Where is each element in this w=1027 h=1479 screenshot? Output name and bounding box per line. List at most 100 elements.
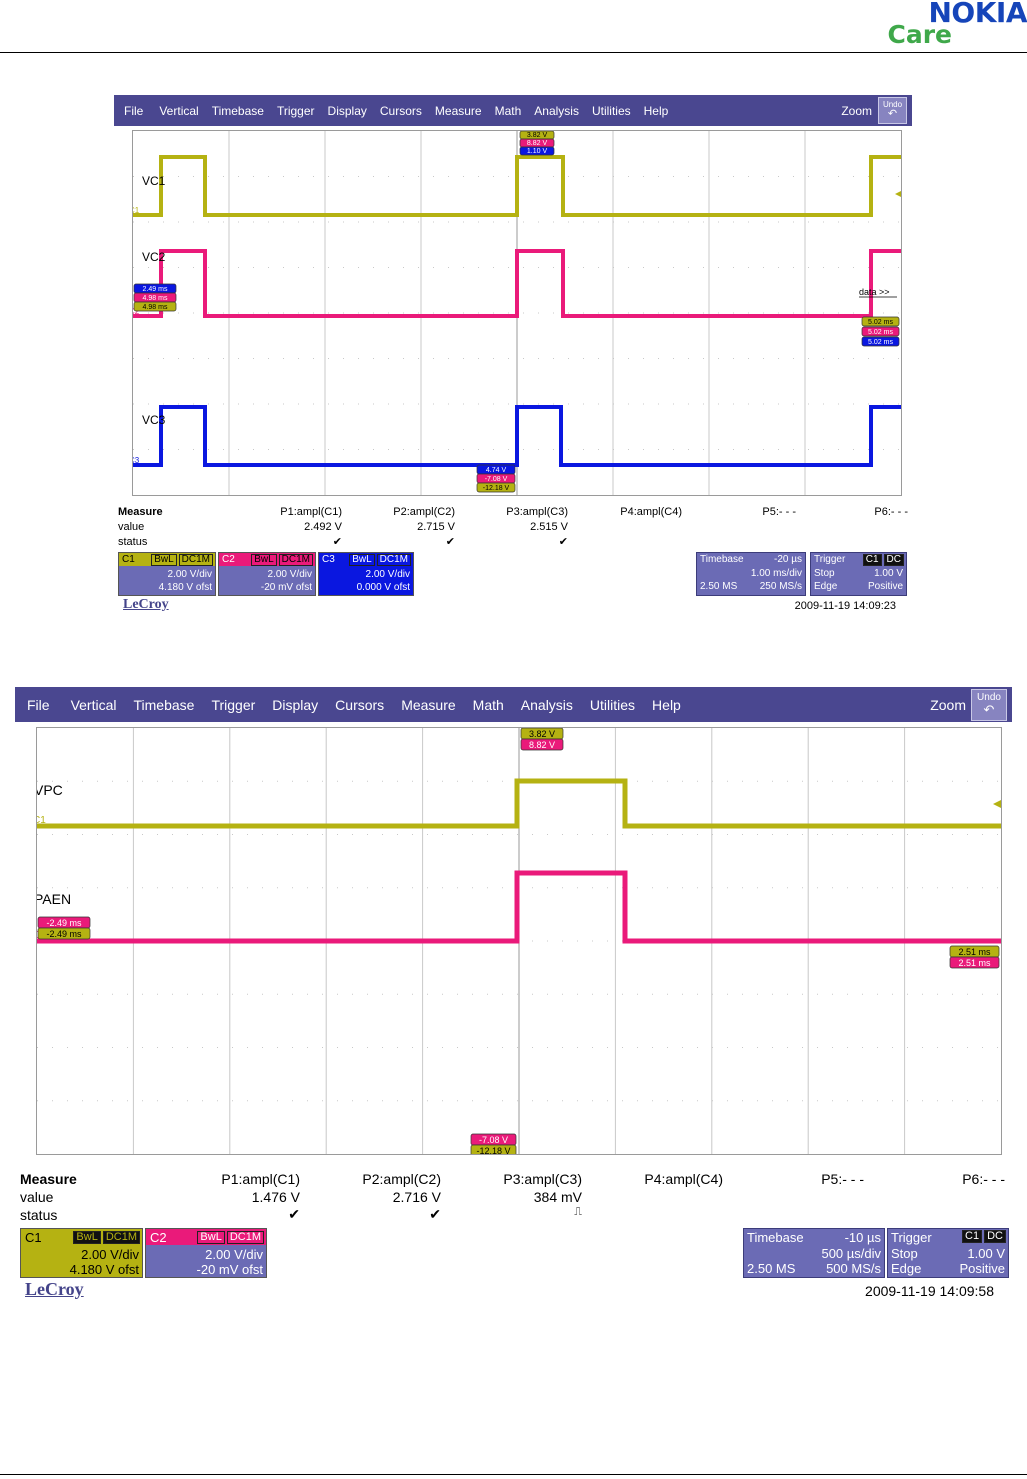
menu-measure[interactable]: Measure	[434, 103, 482, 118]
trigger-source-tag: C1	[862, 554, 882, 566]
undo-label: Undo	[882, 100, 903, 109]
channel-c2-box[interactable]: C2 BwL DC1M 2.00 V/div -20 mV ofst	[218, 552, 316, 596]
menu-trigger[interactable]: Trigger	[211, 696, 256, 713]
timebase-box[interactable]: Timebase -20 µs 1.00 ms/div 2.50 MS 250 …	[696, 552, 806, 596]
menu-trigger[interactable]: Trigger	[276, 103, 315, 118]
menu-timebase[interactable]: Timebase	[133, 696, 195, 713]
timestamp: 2009-11-19 14:09:23	[794, 600, 896, 612]
menu-utilities[interactable]: Utilities	[591, 103, 631, 118]
timebase-rate: 500 MS/s	[826, 1261, 881, 1276]
menu-display[interactable]: Display	[327, 103, 367, 118]
timebase-rate: 250 MS/s	[759, 581, 802, 592]
param-p2-status: ✔	[429, 1206, 441, 1222]
trace-c3	[133, 405, 901, 467]
value-row-label: value	[118, 521, 145, 533]
right-marker-3-box	[861, 336, 900, 347]
footer-rule	[0, 1474, 1027, 1475]
menu-utilities[interactable]: Utilities	[589, 696, 636, 713]
param-p2-value: 2.716 V	[392, 1189, 441, 1205]
measure-table: Measure value status P1:ampl(C1) 2.492 V…	[118, 506, 908, 551]
c2-bwl-tag: BwL	[197, 1230, 225, 1244]
menu-help[interactable]: Help	[652, 696, 681, 713]
header-rule	[0, 52, 1027, 53]
trigger-box[interactable]: Trigger C1 DC Stop 1.00 V Edge Positive	[810, 552, 907, 596]
top-marker-3-box	[519, 146, 555, 156]
right-marker-1: 5.02 ms	[868, 319, 893, 326]
menu-analysis[interactable]: Analysis	[520, 696, 573, 713]
menu-math[interactable]: Math	[494, 103, 522, 118]
trigger-level-arrow	[993, 800, 1001, 808]
param-p6-name[interactable]: P6:- - -	[962, 1171, 1005, 1187]
menu-file[interactable]: File	[27, 696, 50, 713]
param-p3-name[interactable]: P3:ampl(C3)	[503, 1171, 582, 1187]
param-p3-name[interactable]: P3:ampl(C3)	[506, 506, 568, 518]
param-p4-name[interactable]: P4:ampl(C4)	[620, 506, 682, 518]
trace-c1-name: VC1	[142, 174, 166, 188]
c1-offset: 4.180 V ofst	[158, 582, 212, 593]
param-p6-name[interactable]: P6:- - -	[874, 506, 908, 518]
timebase-per-div: 1.00 ms/div	[750, 568, 802, 579]
data-link: data >>	[859, 287, 890, 297]
menu-cursors[interactable]: Cursors	[335, 696, 385, 713]
param-p2-status: ✔	[445, 536, 455, 548]
timebase-box[interactable]: Timebase -10 µs 500 µs/div 2.50 MS 500 M…	[743, 1228, 885, 1278]
timebase-samples: 2.50 MS	[700, 581, 738, 592]
status-row-label: status	[118, 536, 148, 548]
zoom-button[interactable]: Zoom	[930, 697, 966, 713]
undo-button[interactable]: Undo ↶	[971, 689, 1007, 721]
bottom-marker-2: -7.08 V	[485, 476, 508, 483]
menu-vertical[interactable]: Vertical	[159, 103, 199, 118]
c2-offset: -20 mV ofst	[196, 1262, 263, 1277]
trace-c1-ground-label: C1	[133, 206, 140, 215]
menu-timebase[interactable]: Timebase	[211, 103, 264, 118]
trigger-slope: Positive	[867, 581, 903, 592]
c1-name: C1	[25, 1229, 42, 1245]
menu-file[interactable]: File	[124, 103, 144, 118]
param-p1-name[interactable]: P1:ampl(C1)	[221, 1171, 300, 1187]
timebase-delay: -10 µs	[844, 1230, 881, 1245]
param-p1-value: 1.476 V	[251, 1189, 300, 1205]
param-p5-name[interactable]: P5:- - -	[762, 506, 796, 518]
waveform-grid: C1 VC1 C2 VC2 C3 VC3 3.82 V8.82 V1.10 V 2.49 ms…	[129, 130, 902, 496]
c2-vdiv: 2.00 V/div	[267, 569, 312, 580]
undo-button[interactable]: Undo ↶	[878, 97, 907, 124]
oscilloscope-screenshot-2: File Vertical Timebase Trigger Display C…	[15, 687, 1012, 1305]
param-p1-name[interactable]: P1:ampl(C1)	[280, 506, 342, 518]
top-marker-1: 3.82 V	[527, 132, 548, 139]
menu-display[interactable]: Display	[272, 696, 319, 713]
c3-name: C3	[322, 554, 335, 565]
param-p2-name[interactable]: P2:ampl(C2)	[393, 506, 455, 518]
param-p3-value: 2.515 V	[530, 521, 568, 533]
param-p2-name[interactable]: P2:ampl(C2)	[362, 1171, 441, 1187]
param-p3-status: ✔	[558, 536, 568, 548]
right-marker-2: 2.51 ms	[958, 958, 991, 968]
top-marker-2: 8.82 V	[529, 740, 555, 750]
value-row-label: value	[20, 1189, 54, 1205]
timebase-per-div: 500 µs/div	[821, 1246, 881, 1261]
c2-coupling-tag: DC1M	[278, 553, 313, 566]
undo-label: Undo	[977, 692, 1001, 703]
menu-math[interactable]: Math	[472, 696, 504, 713]
menu-help[interactable]: Help	[643, 103, 669, 118]
param-p4-name[interactable]: P4:ampl(C4)	[644, 1171, 723, 1187]
oscilloscope-screenshot-1: File Vertical Timebase Trigger Display C…	[114, 95, 912, 617]
trace-c2-name: PAEN	[37, 891, 71, 907]
zoom-button[interactable]: Zoom	[841, 104, 872, 118]
channel-c1-box[interactable]: C1 BwL DC1M 2.00 V/div 4.180 V ofst	[20, 1228, 143, 1278]
menu-vertical[interactable]: Vertical	[70, 696, 117, 713]
c3-offset: 0.000 V ofst	[356, 582, 410, 593]
menu-measure[interactable]: Measure	[401, 696, 456, 713]
menu-bar: File Vertical Timebase Trigger Display C…	[15, 687, 1012, 722]
top-marker-1: 3.82 V	[529, 729, 555, 739]
param-p5-name[interactable]: P5:- - -	[821, 1171, 864, 1187]
menu-cursors[interactable]: Cursors	[379, 103, 422, 118]
trigger-type: Edge	[814, 581, 838, 592]
channel-c1-box[interactable]: C1 BwL DC1M 2.00 V/div 4.180 V ofst	[118, 552, 216, 596]
menu-analysis[interactable]: Analysis	[534, 103, 579, 118]
top-marker-2-box	[520, 738, 564, 751]
channel-c2-box[interactable]: C2 BwL DC1M 2.00 V/div -20 mV ofst	[145, 1228, 267, 1278]
top-marker-3: 1.10 V	[527, 148, 548, 155]
trigger-box[interactable]: Trigger C1 DC Stop 1.00 V Edge Positive	[887, 1228, 1009, 1278]
trigger-mode: Stop	[814, 568, 835, 579]
channel-c3-box[interactable]: C3 BwL DC1M 2.00 V/div 0.000 V ofst	[318, 552, 414, 596]
